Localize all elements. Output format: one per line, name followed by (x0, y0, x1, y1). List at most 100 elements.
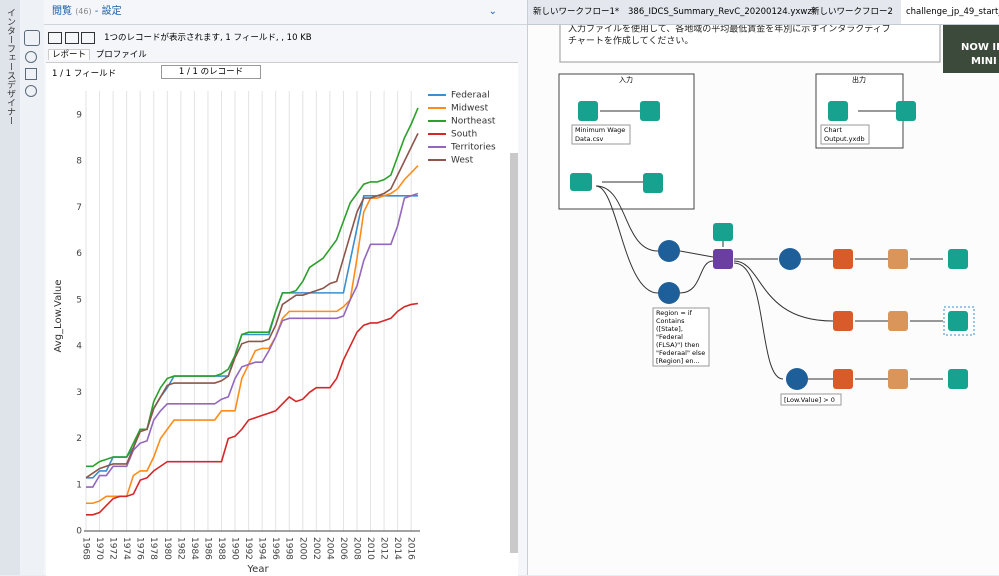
chart-tool[interactable] (888, 249, 908, 269)
formula-tool[interactable] (658, 282, 680, 304)
browse-tool[interactable] (948, 369, 968, 389)
y-axis-label: Avg_Low.Value (53, 280, 64, 353)
settings-icon[interactable] (24, 30, 40, 46)
x-tick-label: 2016 (406, 537, 416, 560)
panel-header: 閲覧 (46) - 設定 ⌄ (44, 0, 527, 25)
summarize-tool[interactable] (833, 249, 853, 269)
node-label: Region = if (656, 309, 693, 317)
x-tick-label: 2000 (297, 537, 307, 560)
toolbar: 1つのレコードが表示されます, 1 フィールド, , 10 KB (48, 30, 518, 46)
tag-icon[interactable] (25, 68, 37, 80)
x-tick-label: 1972 (108, 537, 118, 560)
text-input-tool[interactable] (570, 173, 592, 191)
series-line (85, 133, 419, 479)
input-tool[interactable] (828, 101, 848, 121)
tool-icons (570, 101, 975, 390)
help-icon[interactable] (25, 85, 37, 97)
status-text: 1つのレコードが表示されます, 1 フィールド, , 10 KB (104, 33, 312, 43)
panel-suffix: - 設定 (94, 6, 122, 17)
series-line (86, 194, 418, 479)
image-text: MINI (971, 56, 997, 67)
tool-strip (20, 0, 44, 575)
summarize-tool[interactable] (833, 369, 853, 389)
browse-tool[interactable] (948, 311, 968, 331)
node-label: [Region] en... (656, 357, 700, 365)
node-label: "Federal (656, 333, 683, 341)
container-title: 出力 (852, 75, 866, 84)
node-label: "Federaal" else (656, 349, 705, 357)
chart-tool[interactable] (888, 369, 908, 389)
x-tick-label: 2006 (338, 537, 348, 560)
scrollbar[interactable] (510, 153, 518, 553)
filter-tool[interactable] (786, 368, 808, 390)
tab[interactable]: 新しいワークフロー1* (533, 7, 620, 17)
container-title: 入力 (619, 75, 633, 84)
legend-label: Northeast (451, 117, 496, 127)
browse-tool[interactable] (640, 101, 660, 121)
tab[interactable]: 386_IDCS_Summary_RevC_20200124.yxwz* (628, 7, 817, 17)
x-tick-label: 2008 (351, 537, 361, 560)
y-tick-label: 0 (76, 527, 82, 537)
series-line (86, 165, 419, 505)
y-tick-label: 1 (76, 480, 82, 490)
legend-label: South (451, 130, 477, 140)
browse-tool[interactable] (643, 173, 663, 193)
y-tick-label: 3 (76, 388, 82, 398)
series-line (86, 302, 419, 516)
workflow-tabs: 新しいワークフロー1* 386_IDCS_Summary_RevC_2020012… (528, 0, 999, 25)
selection (943, 306, 975, 336)
node-label: Minimum Wage (575, 126, 625, 134)
legend-label: Midwest (451, 104, 489, 114)
tabs: レポート プロファイル (48, 49, 150, 61)
comment-text: 入力ファイルを使用して、各地域の平均最低賃金を年別に示すインタラクティブ (568, 25, 891, 35)
tab[interactable]: レポート (48, 49, 91, 60)
series-line (86, 107, 419, 468)
annotation-icon[interactable] (25, 51, 37, 63)
tab[interactable]: challenge_jp_49_start_file_D (901, 0, 999, 24)
x-tick-label: 1980 (162, 537, 172, 560)
x-tick-label: 1974 (121, 537, 131, 560)
x-tick-label: 1984 (189, 537, 199, 560)
browse-tool[interactable] (948, 249, 968, 269)
x-tick-label: 1970 (94, 537, 104, 560)
browse-tool[interactable] (713, 223, 733, 241)
record-nav[interactable]: 1 / 1 のレコード (161, 65, 261, 79)
x-tick-label: 1968 (81, 537, 91, 560)
input-tool[interactable] (578, 101, 598, 121)
node-label: Data.csv (575, 135, 604, 143)
tab[interactable]: プロファイル (95, 50, 147, 60)
x-tick-label: 2014 (392, 537, 402, 560)
view-button[interactable] (48, 31, 62, 44)
panel-count: (46) (75, 7, 92, 16)
comment-box (559, 25, 941, 63)
comment-text: チャートを作成してください。 (568, 35, 693, 47)
x-tick-label: 2012 (379, 537, 389, 560)
union-tool[interactable] (713, 249, 733, 269)
x-tick-label: 1998 (284, 537, 294, 560)
x-tick-label: 1988 (216, 537, 226, 560)
canvas: 入力ファイルを使用して、各地域の平均最低賃金を年別に示すインタラクティブ チャー… (528, 25, 999, 575)
x-tick-label: 1986 (202, 537, 212, 560)
x-tick-label: 1976 (135, 537, 145, 560)
node-label: Contains (656, 317, 685, 325)
join-tool[interactable] (658, 240, 680, 262)
y-tick-label: 5 (76, 295, 82, 305)
collapse-button[interactable]: ⌄ (488, 6, 497, 17)
chart-tool[interactable] (888, 311, 908, 331)
x-tick-label: 1982 (175, 537, 185, 560)
image (943, 25, 999, 73)
node-label: ([State], (656, 325, 683, 333)
view-button[interactable] (81, 31, 96, 44)
summarize-tool[interactable] (833, 311, 853, 331)
tab[interactable]: 新しいワークフロー2 (811, 7, 893, 17)
y-tick-label: 9 (76, 110, 82, 120)
transform-tool[interactable] (779, 248, 801, 270)
connections (595, 110, 943, 380)
legend-label: Federaal (451, 91, 490, 101)
x-tick-label: 1996 (270, 537, 280, 560)
view-button[interactable] (64, 31, 79, 44)
field-nav[interactable]: 1 / 1 フィールド (52, 69, 117, 79)
sidebar-label[interactable]: インターフェースデザイナー (5, 8, 15, 125)
browse-tool[interactable] (896, 101, 916, 121)
